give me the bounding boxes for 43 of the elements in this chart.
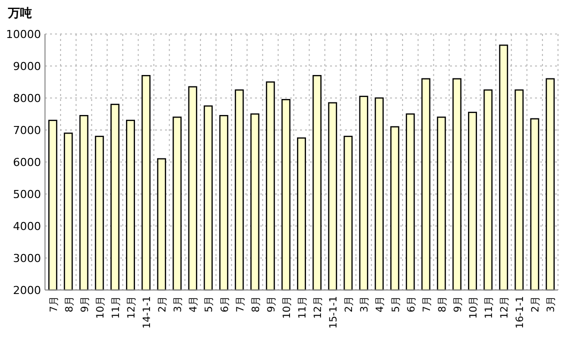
x-tick-label: 12月 <box>500 296 511 319</box>
x-tick-label: 5月 <box>204 296 216 312</box>
x-tick-label: 11月 <box>484 296 496 319</box>
x-tick-label: 8月 <box>64 296 76 312</box>
y-tick-label: 9000 <box>13 60 41 73</box>
x-tick-label: 2月 <box>158 296 169 312</box>
y-tick-label: 2000 <box>13 284 41 297</box>
y-tick-label: 3000 <box>13 252 41 265</box>
x-tick-label: 7月 <box>235 296 246 312</box>
x-tick-label: 12月 <box>126 296 138 319</box>
x-tick-label: 4月 <box>375 296 386 312</box>
x-tick-label: 9月 <box>452 296 464 312</box>
y-tick-label: 6000 <box>13 156 41 169</box>
x-tick-label: 10月 <box>282 296 293 319</box>
x-tick-label: 15-1-1 <box>328 296 340 329</box>
x-tick-label: 14-1-1 <box>142 296 154 329</box>
x-tick-label: 2月 <box>344 296 356 312</box>
x-tick-label: 2月 <box>530 296 542 312</box>
x-tick-label: 10月 <box>95 296 106 319</box>
y-axis-title: 万吨 <box>7 6 32 20</box>
x-tick-label: 3月 <box>360 296 371 312</box>
y-tick-label: 5000 <box>13 188 41 201</box>
x-tick-label: 9月 <box>266 296 278 312</box>
x-tick-label: 7月 <box>48 296 60 312</box>
x-tick-label: 5月 <box>390 296 402 312</box>
x-tick-label: 4月 <box>188 296 200 312</box>
y-tick-label: 10000 <box>6 28 41 41</box>
x-tick-label: 10月 <box>468 296 480 319</box>
x-tick-label: 3月 <box>546 296 558 312</box>
x-tick-label: 11月 <box>110 296 122 319</box>
x-tick-label: 11月 <box>298 296 308 319</box>
x-tick-label: 6月 <box>406 296 418 312</box>
x-tick-label: 7月 <box>422 296 433 312</box>
y-tick-label: 7000 <box>13 124 41 137</box>
y-tick-label: 8000 <box>13 92 41 105</box>
x-tick-label: 6月 <box>220 296 231 312</box>
x-tick-label: 12月 <box>313 296 324 319</box>
y-tick-label: 4000 <box>13 220 41 233</box>
x-tick-label: 8月 <box>250 296 262 312</box>
x-tick-label: 8月 <box>437 296 448 312</box>
x-tick-label: 16-1-1 <box>515 296 526 329</box>
x-tick-label: 3月 <box>173 296 184 312</box>
x-tick-label: 9月 <box>80 296 91 312</box>
